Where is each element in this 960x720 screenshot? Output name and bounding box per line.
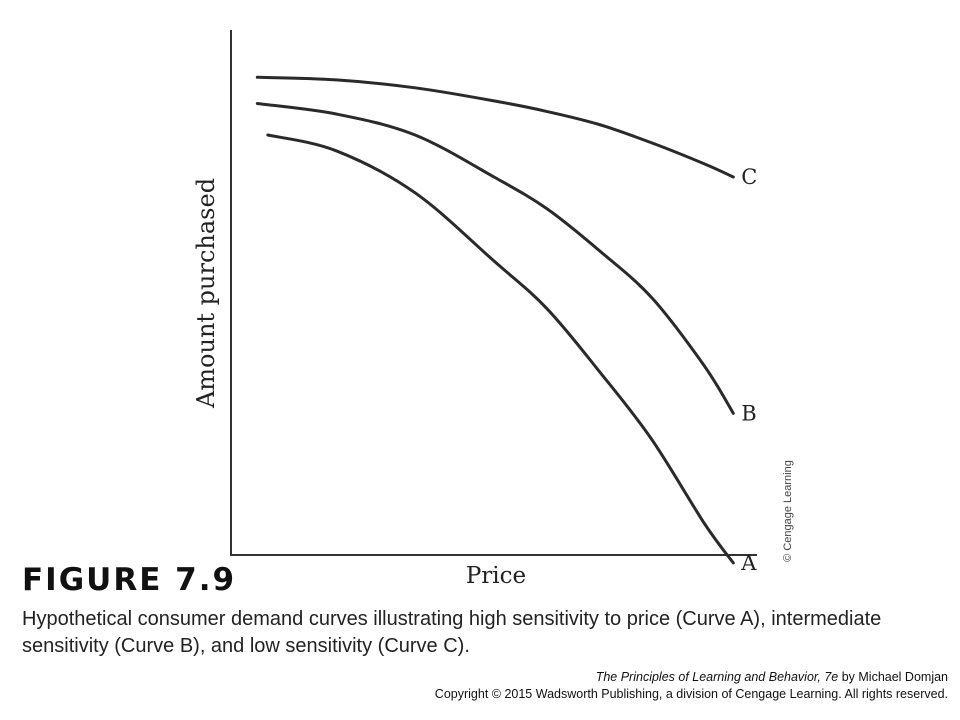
curve-b — [255, 102, 735, 415]
curve-label-b: B — [741, 401, 756, 425]
curve-a — [266, 133, 735, 565]
figure-label: FIGURE 7.9 — [22, 562, 237, 598]
credit-line: The Principles of Learning and Behavior,… — [435, 669, 948, 686]
series-layer: A B C — [255, 75, 757, 575]
curve-label-a: A — [740, 551, 757, 575]
curve-label-c: C — [741, 165, 757, 189]
curve-c — [255, 75, 735, 179]
copyright-line: Copyright © 2015 Wadsworth Publishing, a… — [434, 687, 948, 701]
credit-author: by Michael Domjan — [838, 670, 948, 684]
cengage-watermark: © Cengage Learning — [782, 460, 794, 562]
y-axis-label: Amount purchased — [192, 178, 220, 409]
credit-block: The Principles of Learning and Behavior,… — [435, 669, 948, 703]
x-axis-label: Price — [466, 563, 526, 589]
credit-book-title: The Principles of Learning and Behavior,… — [595, 670, 839, 684]
figure-caption: Hypothetical consumer demand curves illu… — [22, 608, 882, 657]
